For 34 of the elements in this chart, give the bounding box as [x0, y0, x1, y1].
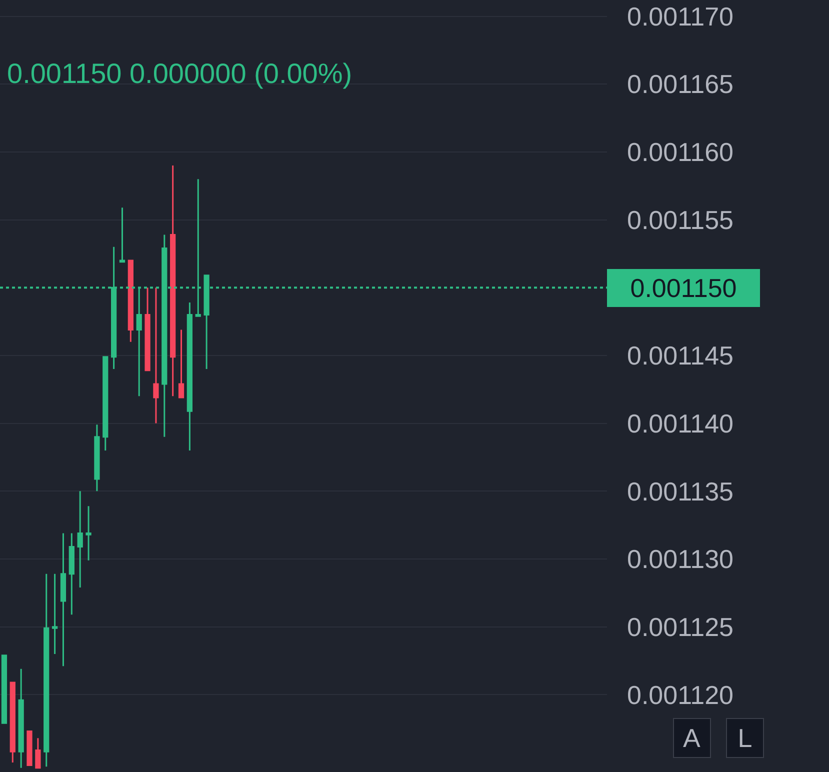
y-tick-label: 0.001145 [627, 340, 734, 371]
y-tick-label: 0.001120 [627, 680, 734, 710]
y-tick-label: 0.001130 [627, 544, 734, 574]
y-tick-label: 0.001170 [627, 1, 734, 32]
y-tick-label: 0.001125 [627, 612, 734, 642]
text: 0.001150 0.000000 (0.00%) [7, 58, 352, 89]
candlestick [119, 206, 126, 263]
y-tick-label: 0.001160 [627, 137, 734, 168]
candlestick [128, 260, 134, 343]
candlestick [35, 737, 41, 769]
y-tick-label: 0.001135 [627, 476, 734, 506]
candlestick [1, 654, 8, 724]
candlestick [10, 682, 16, 764]
candlestick [68, 532, 74, 616]
candlestick [44, 573, 50, 768]
candlestick [18, 668, 24, 769]
candlestick [178, 328, 184, 398]
candlestick [170, 164, 176, 397]
ref-line-label: 0.001150 [630, 273, 737, 303]
candlestick [186, 302, 192, 452]
y-tick-label: 0.001155 [627, 204, 734, 235]
candlestick [26, 730, 32, 766]
y-tick-label: 0.001165 [627, 69, 734, 100]
y-tick-label: 0.001140 [627, 408, 734, 438]
candlestick [153, 286, 159, 424]
candlestick [60, 532, 66, 667]
candlestick [102, 356, 108, 452]
candlestick [77, 490, 83, 588]
candlestick [144, 286, 150, 372]
text: A [683, 723, 701, 753]
candlestick [86, 505, 92, 562]
candlestick [52, 573, 58, 655]
text: L [738, 723, 752, 753]
candlestick [94, 424, 100, 492]
